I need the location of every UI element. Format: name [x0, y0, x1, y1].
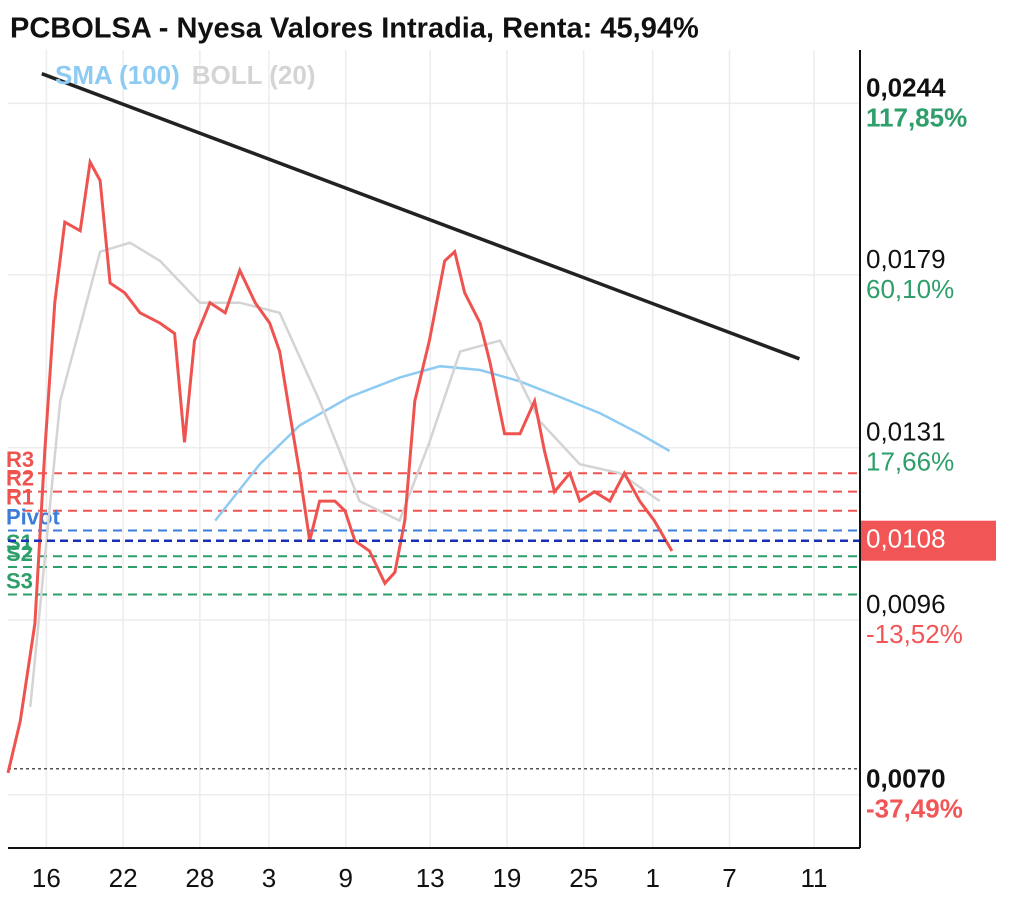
y-tick-change: 17,66% — [866, 447, 954, 477]
legend-entry: BOLL (20) — [192, 60, 316, 90]
x-tick-label: 28 — [185, 863, 214, 893]
y-tick-change: 60,10% — [866, 274, 954, 304]
price-line — [6, 157, 674, 774]
indicator-line — [29, 241, 661, 708]
y-tick-label: 0,0096 — [866, 589, 946, 619]
x-tick-label: 11 — [800, 863, 827, 893]
last-price-box — [860, 520, 996, 561]
y-tick-label: 0,0244 — [866, 72, 946, 102]
pivot-label: S1 — [6, 530, 33, 555]
pivot-label: R1 — [6, 485, 34, 510]
y-tick-label: 0,0179 — [866, 244, 946, 274]
last-price-label: 0,0108 — [866, 524, 946, 554]
y-tick-change: 117,85% — [866, 102, 967, 132]
x-tick-label: 22 — [109, 863, 138, 893]
x-tick-label: 3 — [262, 863, 276, 893]
x-tick-label: 7 — [722, 863, 736, 893]
pivot-label: S3 — [6, 568, 33, 593]
x-tick-label: 19 — [492, 863, 521, 893]
y-tick-change: -13,52% — [866, 619, 963, 649]
x-tick-label: 13 — [416, 863, 445, 893]
pivot-label: S2 — [6, 541, 33, 566]
y-tick-label: 0,0131 — [866, 417, 946, 447]
x-tick-label: 25 — [569, 863, 598, 893]
y-tick-label: 0,0070 — [866, 764, 946, 794]
legend-entry: SMA (100) — [55, 60, 180, 90]
chart-title: PCBOLSA - Nyesa Valores Intradia, Renta:… — [10, 13, 699, 45]
pivot-label: R2 — [6, 465, 34, 490]
pivot-label: Pivot — [6, 504, 60, 529]
x-tick-label: 1 — [646, 863, 660, 893]
pivot-label: R3 — [6, 447, 34, 472]
x-tick-label: 9 — [338, 863, 352, 893]
x-tick-label: 16 — [32, 863, 61, 893]
trend-line — [41, 72, 801, 361]
y-tick-change: -37,49% — [866, 794, 963, 824]
